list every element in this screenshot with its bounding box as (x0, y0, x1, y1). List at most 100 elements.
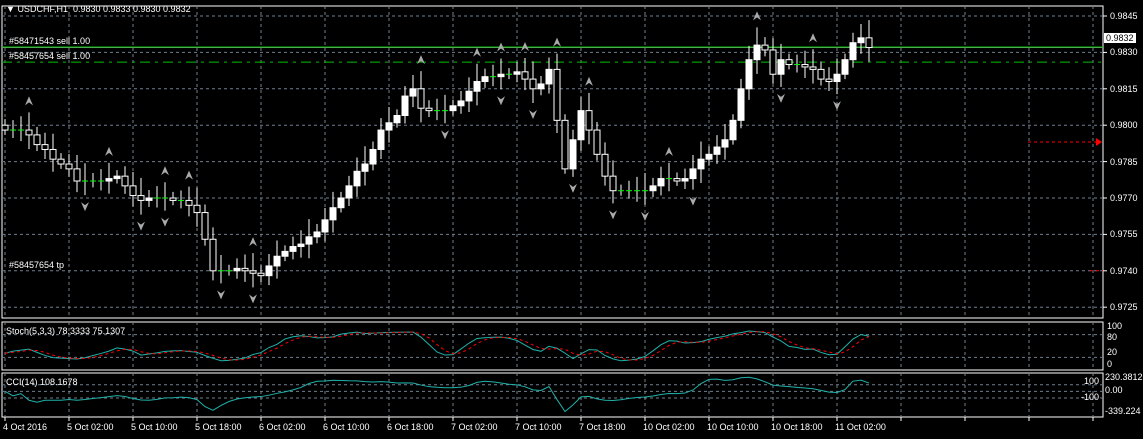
candle-body (393, 114, 401, 124)
x-tick-label: 4 Oct 2016 (3, 422, 48, 432)
current-price-tag: 0.9832 (1104, 33, 1136, 43)
candle-body (137, 195, 145, 201)
fractal-up-icon (185, 170, 193, 180)
candle-body (721, 139, 729, 148)
main-pane-border (1, 5, 1104, 319)
order-label: #58457654 sell 1.00 (9, 51, 91, 61)
x-tick-label: 10 Oct 18:00 (771, 422, 823, 432)
candle-body (113, 175, 121, 180)
cci-level-label: 100 (1083, 376, 1099, 386)
x-tick-label: 5 Oct 10:00 (131, 422, 178, 432)
candle-body (369, 148, 377, 165)
fractal-down-icon (569, 183, 577, 193)
candle-body (585, 110, 593, 131)
stoch-level-label: 80 (1107, 332, 1118, 342)
candle-body (385, 122, 393, 131)
candle-body (465, 90, 473, 102)
symbol-name: USDCHF,H1 (17, 4, 68, 14)
candle-body (769, 49, 777, 75)
candle-body (729, 119, 737, 141)
fractal-up-icon (585, 76, 593, 86)
candle-body (545, 68, 553, 85)
x-tick-label: 7 Oct 10:00 (515, 422, 562, 432)
x-tick-label: 7 Oct 18:00 (579, 422, 626, 432)
candle-body (209, 238, 217, 272)
candle-body (825, 78, 833, 83)
candle-body (345, 185, 353, 199)
candle-body (409, 88, 417, 97)
stoch-main-line (4, 330, 870, 362)
candle-body (121, 175, 129, 187)
candle-body (105, 178, 113, 182)
candle-body (1, 124, 9, 131)
stoch-level-label: 0 (1107, 359, 1113, 369)
fractal-down-icon (217, 290, 225, 300)
candle-body (449, 105, 457, 112)
candle-body (129, 185, 137, 197)
fractal-up-icon (417, 55, 425, 65)
cci-level-label: -100 (1080, 392, 1099, 402)
candle-body (777, 59, 785, 75)
candle-body (473, 81, 481, 92)
candle-body (49, 148, 57, 160)
cci-level-label: 230.3812 (1105, 372, 1143, 382)
candle-body (657, 178, 665, 187)
fractal-up-icon (25, 96, 33, 106)
candle-body (737, 88, 745, 121)
candle-body (33, 134, 41, 146)
candle-body (809, 66, 817, 70)
candle-body (241, 267, 249, 272)
stoch-level-label: 100 (1107, 321, 1123, 331)
candle-body (73, 168, 81, 182)
candle-body (753, 44, 761, 61)
candle-body (593, 129, 601, 155)
candle-body (305, 236, 313, 245)
candle-body (513, 71, 521, 75)
candle-body (41, 144, 49, 150)
fractal-up-icon (249, 237, 257, 247)
fractal-down-icon (441, 130, 449, 140)
x-tick-label: 6 Oct 10:00 (323, 422, 370, 432)
fractal-up-icon (521, 41, 529, 51)
candle-body (233, 267, 241, 272)
fractal-up-icon (105, 146, 113, 156)
symbol-header: ▼ USDCHF,H1 0.9830 0.9833 0.9830 0.9832 (6, 4, 191, 14)
candle-body (281, 250, 289, 257)
candle-body (377, 129, 385, 150)
candle-body (601, 153, 609, 177)
candle-body (705, 153, 713, 160)
ohlc-values: 0.9830 0.9833 0.9830 0.9832 (72, 4, 191, 14)
y-tick-label: 0.9740 (1110, 265, 1138, 276)
cci-pane-border (1, 372, 1104, 418)
candle-body (297, 243, 305, 248)
candle-body (401, 95, 409, 116)
candle-body (57, 158, 65, 165)
candle-body (265, 265, 273, 277)
stoch-label: Stoch(5,3,3) 78.3333 75.1307 (6, 326, 126, 336)
candle-body (569, 139, 577, 170)
x-tick-label: 10 Oct 10:00 (707, 422, 759, 432)
candle-body (337, 197, 345, 209)
candle-body (833, 73, 841, 83)
candle-body (201, 212, 209, 240)
candle-body (361, 163, 369, 172)
candle-body (249, 270, 257, 274)
y-tick-label: 0.9785 (1110, 156, 1138, 167)
fractal-up-icon (809, 33, 817, 43)
collapse-triangle-icon[interactable]: ▼ (6, 4, 15, 14)
y-tick-label: 0.9830 (1110, 47, 1138, 58)
candle-body (681, 178, 689, 182)
fractal-down-icon (689, 196, 697, 206)
candle-body (289, 246, 297, 252)
candle-body (609, 175, 617, 192)
x-tick-label: 6 Oct 02:00 (259, 422, 306, 432)
candle-body (353, 170, 361, 187)
cci-line (4, 376, 870, 413)
x-tick-label: 11 Oct 02:00 (835, 422, 886, 432)
fractal-down-icon (641, 211, 649, 221)
fractal-down-icon (609, 210, 617, 220)
candle-body (817, 68, 825, 80)
y-tick-label: 0.9770 (1110, 193, 1138, 203)
